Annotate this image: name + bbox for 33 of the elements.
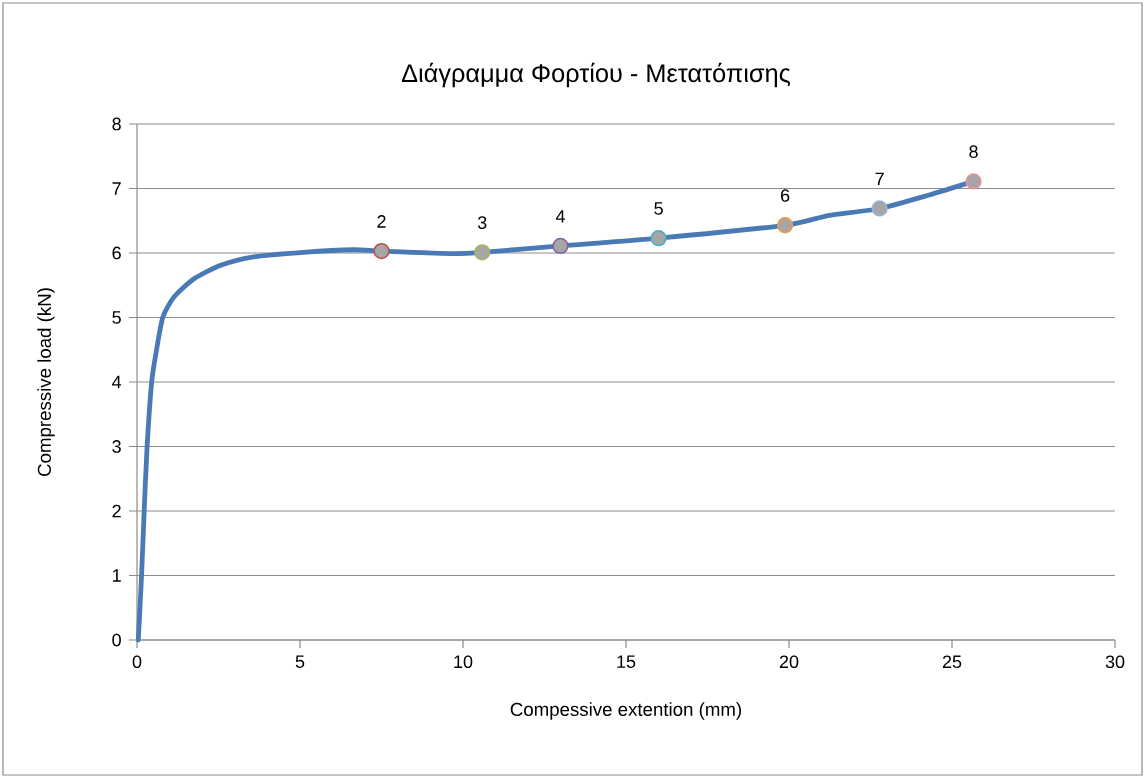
y-axis-title: Compressive load (kN) (37, 288, 55, 476)
y-tick-label: 6 (112, 246, 121, 260)
annotation: 5 (654, 202, 663, 215)
x-tick-label: 25 (942, 655, 962, 669)
annotation: 6 (781, 189, 790, 202)
x-tick-label: 30 (1105, 655, 1125, 669)
annotation: 2 (377, 215, 386, 228)
y-tick-label: 3 (112, 440, 121, 453)
y-tick-label: 7 (112, 182, 121, 195)
point (965, 173, 982, 190)
x-tick-label: 20 (779, 655, 799, 669)
x-axis-title: Compessive extention (mm) (510, 702, 741, 720)
chart-title: Διάγραμμα Φορτίου - Μετατόπισης (401, 62, 791, 88)
point (552, 237, 569, 255)
annotation: 4 (555, 210, 565, 223)
point (776, 217, 794, 234)
y-tick-label: 4 (112, 375, 122, 389)
x-tick-label: 15 (617, 655, 636, 668)
y-tick-label: 8 (112, 117, 121, 131)
y-tick-label: 5 (112, 311, 121, 324)
y-tick-label: 0 (112, 633, 121, 647)
annotation: 7 (875, 172, 884, 186)
point (650, 230, 667, 247)
point (373, 242, 390, 260)
x-tick-label: 10 (454, 655, 473, 669)
annotation: 8 (969, 145, 978, 159)
x-tick-label: 0 (132, 655, 142, 669)
y-tick-label: 1 (112, 569, 121, 582)
annotation: 3 (477, 216, 487, 229)
x-tick-label: 5 (295, 655, 305, 668)
y-tick-label: 2 (112, 504, 121, 518)
point (474, 244, 491, 261)
point (871, 200, 888, 217)
